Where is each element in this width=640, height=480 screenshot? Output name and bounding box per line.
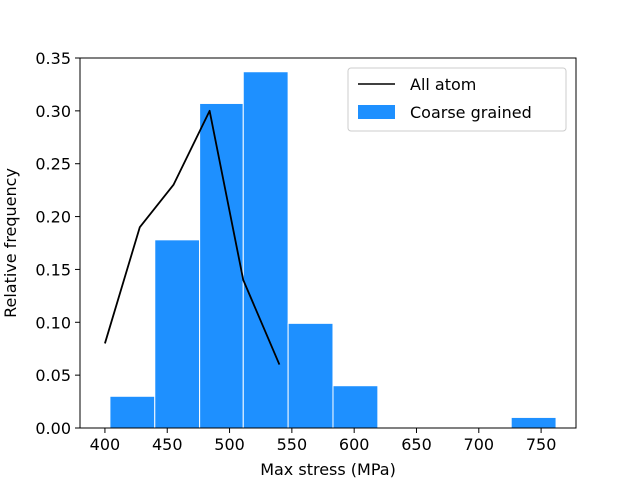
histogram-bar-4 xyxy=(287,322,334,429)
y-tick-label: 0.10 xyxy=(35,313,71,332)
histogram-bar-9 xyxy=(510,416,557,429)
bars-layer xyxy=(109,71,557,429)
y-axis-label: Relative frequency xyxy=(1,168,20,318)
y-axis-ticks: 0.00 0.05 0.10 0.15 0.20 0.25 0.30 0.35 xyxy=(35,49,80,438)
histogram-bar-0 xyxy=(109,395,156,429)
x-tick-label: 700 xyxy=(464,435,495,454)
y-tick-label: 0.35 xyxy=(35,49,71,68)
histogram-bar-2 xyxy=(199,102,244,429)
x-tick-label: 750 xyxy=(526,435,557,454)
legend-bar-label: Coarse grained xyxy=(410,103,532,122)
x-tick-label: 650 xyxy=(401,435,432,454)
x-axis-label: Max stress (MPa) xyxy=(260,460,396,479)
x-tick-label: 600 xyxy=(339,435,370,454)
legend-line-label: All atom xyxy=(410,75,476,94)
x-tick-label: 400 xyxy=(90,435,121,454)
y-tick-label: 0.05 xyxy=(35,366,71,385)
plot-frame xyxy=(79,57,577,429)
y-tick-label: 0.30 xyxy=(35,102,71,121)
legend-bar-swatch xyxy=(358,105,395,119)
legend-box xyxy=(347,67,567,132)
all-atom-line xyxy=(104,109,281,365)
y-tick-label: 0.00 xyxy=(35,419,71,438)
y-tick-label: 0.25 xyxy=(35,155,71,174)
x-axis-ticks: 400 450 500 550 600 650 700 750 xyxy=(90,428,557,454)
histogram-bar-1 xyxy=(154,239,201,429)
histogram-bar-5 xyxy=(332,385,379,429)
legend: All atom Coarse grained xyxy=(347,67,567,132)
line-layer xyxy=(104,109,281,365)
x-tick-label: 450 xyxy=(152,435,183,454)
y-tick-label: 0.20 xyxy=(35,208,71,227)
y-tick-label: 0.15 xyxy=(35,260,71,279)
x-tick-label: 500 xyxy=(214,435,245,454)
x-tick-label: 550 xyxy=(277,435,308,454)
histogram-bar-3 xyxy=(242,71,289,429)
